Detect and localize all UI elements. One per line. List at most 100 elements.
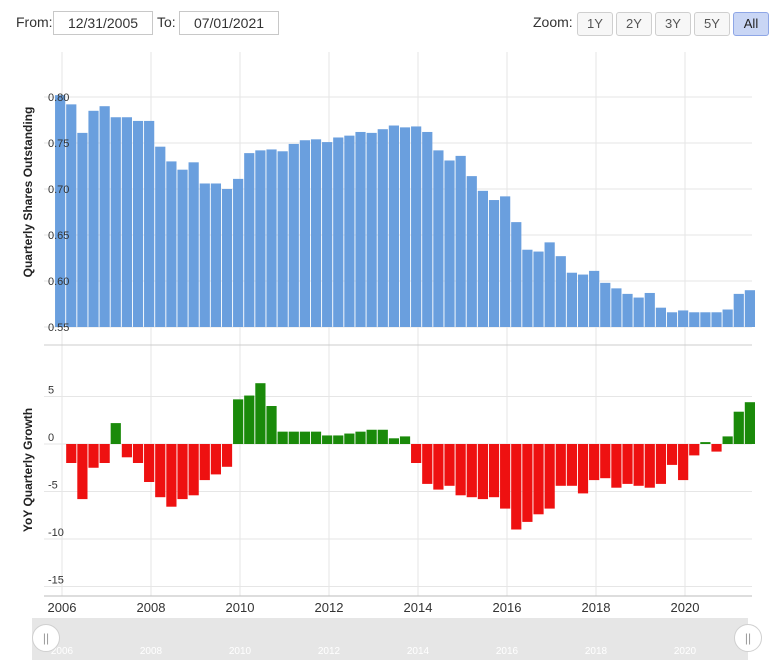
shares-bar [399, 127, 411, 327]
growth-bar-negative [477, 444, 488, 500]
growth-bar-negative [555, 444, 566, 486]
growth-bar-negative [166, 444, 177, 507]
growth-bar-positive [255, 383, 266, 444]
growth-bar-negative [488, 444, 500, 498]
growth-bar-negative [611, 444, 622, 488]
growth-bar-negative [577, 444, 589, 494]
shares-bar [77, 132, 88, 327]
x-tick-label: 2016 [493, 600, 522, 615]
shares-y-tick-label: 0.60 [48, 276, 69, 288]
x-tick-label: 2012 [315, 600, 344, 615]
shares-bar [522, 249, 533, 327]
shares-bar [377, 129, 388, 327]
shares-bar [132, 120, 144, 327]
shares-bar [733, 293, 744, 327]
shares-y-tick-label: 0.70 [48, 184, 69, 196]
shares-y-tick-label: 0.65 [48, 230, 69, 242]
shares-bar [722, 309, 733, 327]
shares-bar [577, 274, 589, 327]
shares-bar [188, 162, 199, 327]
growth-bar-positive [333, 435, 344, 444]
navigator-year-label: 2020 [674, 646, 697, 657]
growth-bar-negative [633, 444, 644, 486]
shares-bar [633, 297, 644, 327]
growth-bar-negative [177, 444, 188, 500]
to-date-input[interactable]: 07/01/2021 [179, 11, 279, 35]
growth-bar-negative [433, 444, 444, 490]
shares-bar [355, 131, 366, 327]
navigator-year-label: 2006 [51, 646, 74, 657]
tick-labels: 2006 2008 2010 2012 2014 2016 2018 2020 0.80 0.75… [48, 92, 700, 615]
shares-bar [589, 270, 600, 327]
zoom-5y-button[interactable]: 5Y [694, 12, 730, 36]
navigator-left-handle[interactable]: || [32, 624, 60, 652]
growth-bar-positive [700, 442, 711, 444]
from-label: From: [16, 14, 53, 30]
shares-bar [644, 292, 655, 327]
shares-bar [711, 312, 722, 327]
shares-chart: 2006 2008 2010 2012 2014 2016 2018 2020 0.80 0.75… [21, 52, 755, 615]
shares-bar [477, 190, 488, 327]
shares-bar [366, 132, 377, 327]
growth-y-tick-label: -10 [48, 527, 64, 539]
growth-y-tick-label: -5 [48, 480, 58, 492]
growth-bar-negative [600, 444, 611, 479]
navigator-year-label: 2010 [229, 646, 252, 657]
shares-bars [55, 95, 755, 328]
zoom-label: Zoom: [533, 14, 573, 30]
shares-bar [299, 140, 310, 327]
zoom-3y-button[interactable]: 3Y [655, 12, 691, 36]
shares-bar [310, 139, 322, 327]
growth-bar-negative [666, 444, 678, 465]
growth-bar-negative [188, 444, 199, 496]
growth-bar-negative [66, 444, 77, 463]
growth-bar-negative [511, 444, 522, 530]
zoom-1y-button[interactable]: 1Y [577, 12, 613, 36]
navigator-year-label: 2008 [140, 646, 163, 657]
growth-bar-positive [722, 436, 733, 444]
shares-bar [244, 153, 255, 327]
shares-bar [255, 150, 266, 327]
growth-bar-negative [121, 444, 132, 458]
zoom-all-button[interactable]: All [733, 12, 769, 36]
x-tick-label: 2018 [582, 600, 611, 615]
growth-bar-positive [288, 431, 299, 444]
growth-bar-negative [500, 444, 511, 509]
from-date-input[interactable]: 12/31/2005 [53, 11, 153, 35]
shares-bar [700, 312, 711, 327]
shares-bar [277, 151, 288, 327]
growth-bar-negative [210, 444, 221, 475]
growth-bar-negative [544, 444, 555, 509]
shares-bar [155, 146, 166, 327]
growth-bar-negative [77, 444, 88, 500]
growth-bar-negative [711, 444, 722, 452]
growth-bar-negative [455, 444, 466, 496]
navigator-year-label: 2016 [496, 646, 519, 657]
growth-bar-negative [644, 444, 655, 488]
shares-bar [689, 312, 700, 327]
shares-bar [322, 142, 333, 327]
growth-bar-negative [566, 444, 577, 486]
growth-bar-positive [388, 438, 399, 444]
growth-bar-negative [678, 444, 689, 481]
range-navigator[interactable]: 2006 2008 2010 2012 2014 2016 2018 2020 [32, 618, 748, 660]
growth-y-tick-label: -15 [48, 575, 64, 587]
growth-bar-negative [622, 444, 633, 484]
shares-y-tick-label: 0.75 [48, 138, 69, 150]
growth-bar-positive [744, 402, 755, 444]
shares-bar [666, 312, 678, 327]
growth-bar-negative [466, 444, 477, 498]
zoom-2y-button[interactable]: 2Y [616, 12, 652, 36]
shares-bar [233, 178, 244, 327]
growth-bar-positive [244, 395, 255, 444]
shares-bar [266, 149, 277, 327]
shares-bar [566, 272, 577, 327]
shares-bar [655, 307, 666, 327]
shares-y-tick-label: 0.55 [48, 322, 69, 334]
shares-bar [210, 183, 221, 327]
shares-bar [221, 189, 233, 327]
growth-bar-negative [99, 444, 110, 463]
navigator-right-handle[interactable]: || [734, 624, 762, 652]
shares-bar [110, 117, 121, 328]
growth-bar-negative [422, 444, 433, 484]
